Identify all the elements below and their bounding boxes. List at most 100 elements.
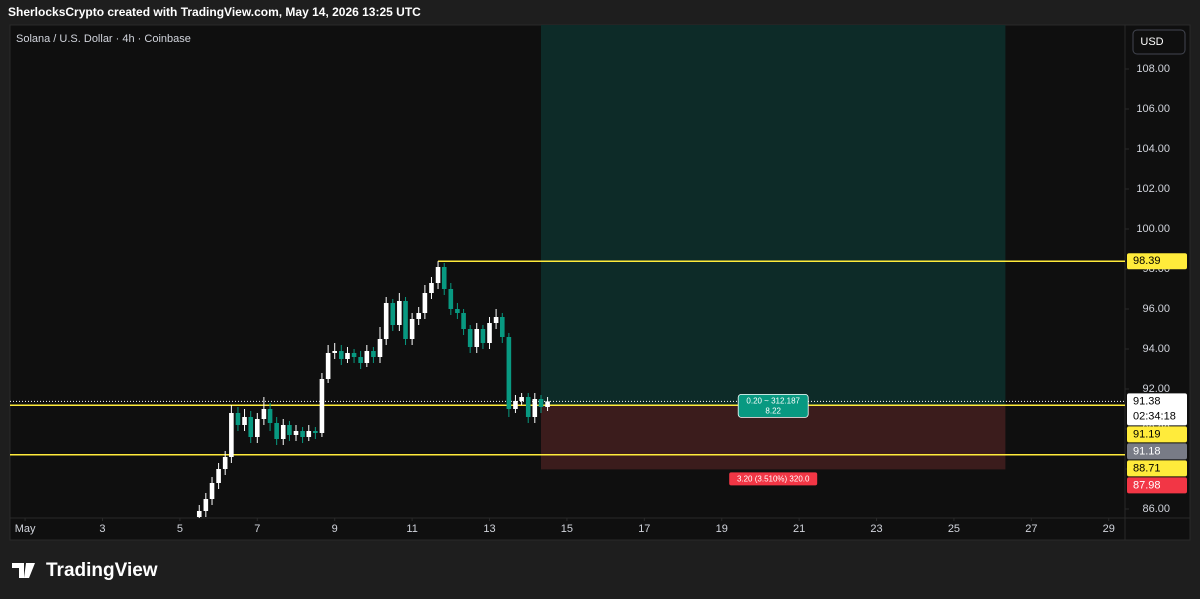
price-label-box	[1127, 393, 1187, 426]
y-tick-label: 104.00	[1136, 143, 1170, 155]
candle-body	[332, 351, 338, 353]
candle-body	[235, 413, 241, 425]
candle-body	[532, 399, 538, 417]
candle-body	[377, 339, 383, 357]
x-tick-label: 25	[948, 523, 960, 535]
candle-body	[390, 303, 396, 325]
candle-body	[435, 267, 441, 283]
candle-body	[480, 329, 486, 343]
price-countdown: 02:34:18	[1133, 410, 1176, 422]
x-tick-label: 13	[483, 523, 495, 535]
price-label-box	[1127, 253, 1187, 270]
currency-label[interactable]: USD	[1140, 36, 1163, 48]
candle-body	[229, 413, 234, 457]
candle-body	[519, 397, 524, 401]
candle-body	[300, 431, 305, 437]
candle-body	[397, 301, 402, 325]
candle-body	[216, 469, 221, 483]
price-label: 91.38	[1133, 395, 1161, 407]
candle-body	[455, 309, 460, 313]
candle-body	[499, 317, 505, 337]
price-label: 91.18	[1133, 445, 1161, 457]
price-label: 88.71	[1133, 462, 1161, 474]
candle-body	[222, 457, 228, 469]
x-tick-label: 5	[177, 523, 183, 535]
candle-body	[525, 397, 531, 417]
candle-body	[345, 353, 350, 359]
candle-body	[429, 283, 434, 293]
y-tick-label: 94.00	[1142, 343, 1170, 355]
price-label: 98.39	[1133, 255, 1161, 267]
candle-body	[448, 289, 454, 309]
x-tick-label: 3	[99, 523, 105, 535]
x-tick-label: 15	[561, 523, 573, 535]
candle-body	[248, 417, 254, 437]
y-tick-label: 102.00	[1136, 183, 1170, 195]
candle-body	[364, 351, 370, 363]
candle-body	[467, 329, 473, 347]
candle-body	[545, 401, 550, 407]
price-label-box	[1127, 477, 1187, 494]
candle-body	[461, 313, 466, 329]
logo-text: TradingView	[46, 560, 158, 581]
x-tick-label: 19	[716, 523, 728, 535]
candle-body	[403, 301, 408, 339]
candle-body	[196, 511, 202, 517]
price-label: 87.98	[1133, 479, 1161, 491]
candle-body	[338, 351, 344, 359]
candle-body	[513, 401, 518, 409]
y-tick-label: 106.00	[1136, 103, 1170, 115]
candle-body	[538, 399, 544, 407]
symbol-title: Solana / U.S. Dollar · 4h · Coinbase	[16, 33, 191, 45]
stop-label-box	[729, 472, 818, 486]
target-label: 0.20 ~ 312.187	[746, 397, 800, 406]
logo-dot	[28, 563, 34, 569]
candle-body	[280, 425, 286, 439]
candle-body	[416, 313, 421, 319]
candle-body	[383, 303, 389, 339]
candle-body	[242, 417, 247, 425]
candle-body	[313, 431, 318, 433]
price-label-box	[1127, 443, 1187, 460]
candle-body	[319, 379, 325, 433]
target-label-box	[737, 393, 809, 418]
x-tick-label: May	[15, 523, 36, 535]
candle-body	[203, 499, 209, 511]
price-label-box	[1127, 426, 1187, 443]
target-sublabel: 8.22	[765, 407, 781, 416]
candle-body	[493, 317, 499, 323]
candle-body	[274, 423, 279, 439]
currency-button[interactable]	[1132, 29, 1186, 55]
x-tick-label: 7	[254, 523, 260, 535]
x-tick-label: 29	[1103, 523, 1115, 535]
candle-body	[358, 357, 363, 363]
candle-body	[293, 431, 299, 435]
candle-body	[351, 353, 357, 357]
candle-body	[209, 483, 215, 499]
candle-body	[287, 425, 292, 435]
x-tick-label: 23	[870, 523, 882, 535]
candle-body	[261, 409, 267, 419]
x-tick-label: 9	[332, 523, 338, 535]
price-label-box	[1127, 460, 1187, 477]
y-tick-label: 96.00	[1142, 303, 1170, 315]
stop-label: 3.20 (3.510%) 320.0	[737, 475, 810, 484]
y-tick-label: 100.00	[1136, 223, 1170, 235]
axes: 86.0088.0090.0092.0094.0096.0098.00100.0…	[15, 63, 1170, 535]
candle-body	[409, 319, 415, 339]
candle-body	[506, 337, 512, 409]
candle-body	[441, 267, 447, 289]
candle-body	[255, 419, 260, 437]
candle-body	[267, 409, 273, 423]
y-tick-label: 92.00	[1142, 383, 1170, 395]
x-tick-label: 11	[406, 523, 417, 535]
footer-logo: TradingView	[12, 560, 158, 581]
y-tick-label: 108.00	[1136, 63, 1170, 75]
target-zone	[540, 25, 1006, 406]
x-tick-label: 27	[1025, 523, 1037, 535]
price-label: 91.19	[1133, 428, 1161, 440]
y-tick-label: 86.00	[1142, 503, 1170, 515]
x-tick-label: 21	[793, 523, 805, 535]
